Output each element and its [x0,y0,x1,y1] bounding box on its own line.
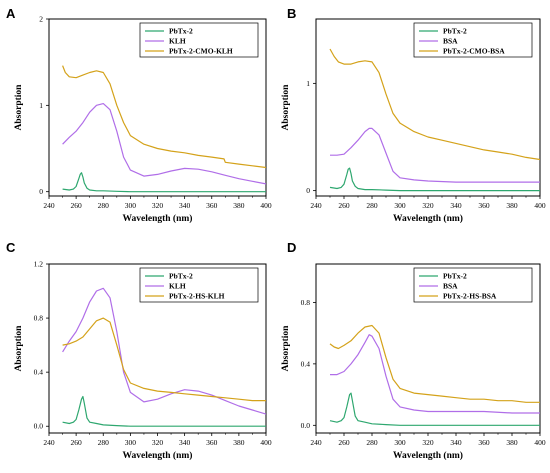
y-tick-label: 0 [306,186,310,195]
series-line-bsa [330,334,540,414]
y-tick-label: 1 [306,79,310,88]
y-axis-title: Absorption [281,84,291,131]
x-tick-label: 300 [125,201,137,210]
x-tick-label: 340 [179,438,191,447]
x-tick-label: 280 [366,201,378,210]
panel-letter: D [287,240,296,255]
y-tick-label: 0.4 [34,368,44,377]
y-tick-label: 0.8 [34,314,44,323]
legend-box [139,22,259,58]
x-tick-label: 340 [179,201,191,210]
panel-b: B 240 260 280 300 320 340 360 380 400 0 1 Wavelength… [281,6,546,224]
y-tick-label: 0.8 [301,298,311,307]
series-line-pbtx-2 [62,395,266,427]
legend-label: PbTx-2 [169,27,193,36]
x-tick-label: 300 [125,438,137,447]
series-line-pbtx-2-cmo-bsa [329,48,540,161]
x-tick-label: 260 [71,438,83,447]
series-line-pbtx-2-hs-bsa [329,324,540,403]
x-tick-label: 240 [310,438,322,447]
x-tick-label: 400 [534,438,546,447]
x-tick-label: 380 [506,438,518,447]
series-line-pbtx-2-hs-klh [62,317,266,402]
x-tick-label: 340 [450,438,462,447]
legend-label: KLH [169,282,186,291]
x-tick-label: 400 [260,438,272,447]
panel-letter: B [287,6,296,21]
series-line-bsa [330,127,540,183]
x-tick-label: 240 [310,201,322,210]
x-tick-label: 360 [206,201,218,210]
x-tick-label: 320 [152,201,164,210]
y-axis-title: Absorption [14,325,24,372]
y-axis-title: Absorption [281,325,291,372]
x-axis-title: Wavelength (nm) [123,213,193,224]
x-tick-label: 280 [366,438,378,447]
x-tick-label: 380 [233,201,245,210]
x-tick-label: 380 [233,438,245,447]
series-line-pbtx-2 [329,167,540,192]
x-tick-label: 300 [394,438,406,447]
x-tick-label: 380 [506,201,518,210]
x-tick-label: 260 [338,438,350,447]
x-tick-label: 240 [43,201,55,210]
series-line-pbtx-2 [329,392,540,426]
legend-label: PbTx-2 [443,27,467,36]
series-line-klh [62,287,266,415]
series-line-klh [62,102,266,185]
x-tick-label: 400 [534,201,546,210]
legend-label: PbTx-2 [169,272,193,281]
x-tick-label: 320 [422,438,434,447]
y-tick-label: 0.4 [301,359,311,368]
legend-label: PbTx-2-HS-BSA [443,292,497,301]
panel-a: A 240 260 280 300 320 340 360 380 400 0 1 2 Wavelengt… [6,6,272,224]
panel-letter: A [6,6,16,21]
legend-label: PbTx-2-CMO-KLH [169,47,233,56]
x-axis-title: Wavelength (nm) [393,450,463,461]
legend-label: BSA [443,37,458,46]
x-tick-label: 360 [478,438,490,447]
legend-label: PbTx-2-HS-KLH [169,292,225,301]
x-tick-label: 320 [422,201,434,210]
y-tick-label: 1.2 [34,260,44,269]
legend-label: BSA [443,282,458,291]
legend-label: KLH [169,37,186,46]
x-axis-title: Wavelength (nm) [123,450,193,461]
y-tick-label: 0.0 [301,421,311,430]
y-tick-label: 2 [39,15,43,24]
x-axis-title: Wavelength (nm) [393,213,463,224]
y-tick-label: 0.0 [34,422,44,431]
x-tick-label: 280 [98,438,110,447]
x-tick-label: 300 [394,201,406,210]
series-line-pbtx-2-cmo-klh [62,65,266,169]
y-tick-label: 0 [39,187,43,196]
panel-d: D 240 260 280 300 320 340 360 380 400 0.0 0.4 0.8 Wav… [281,240,546,461]
x-tick-label: 240 [43,438,55,447]
legend-label: PbTx-2-CMO-BSA [443,47,505,56]
y-tick-label: 1 [39,101,43,110]
x-tick-label: 260 [338,201,350,210]
x-tick-label: 260 [71,201,83,210]
legend-label: PbTx-2 [443,272,467,281]
panel-c: C 240 260 280 300 320 340 360 380 400 0.0 0.4 0.8 1.2… [6,240,272,461]
panel-letter: C [6,240,16,255]
y-axis-title: Absorption [14,84,24,131]
series-line-pbtx-2 [62,172,266,193]
x-tick-label: 360 [206,438,218,447]
x-tick-label: 280 [98,201,110,210]
x-tick-label: 360 [478,201,490,210]
x-tick-label: 400 [260,201,272,210]
x-tick-label: 340 [450,201,462,210]
x-tick-label: 320 [152,438,164,447]
